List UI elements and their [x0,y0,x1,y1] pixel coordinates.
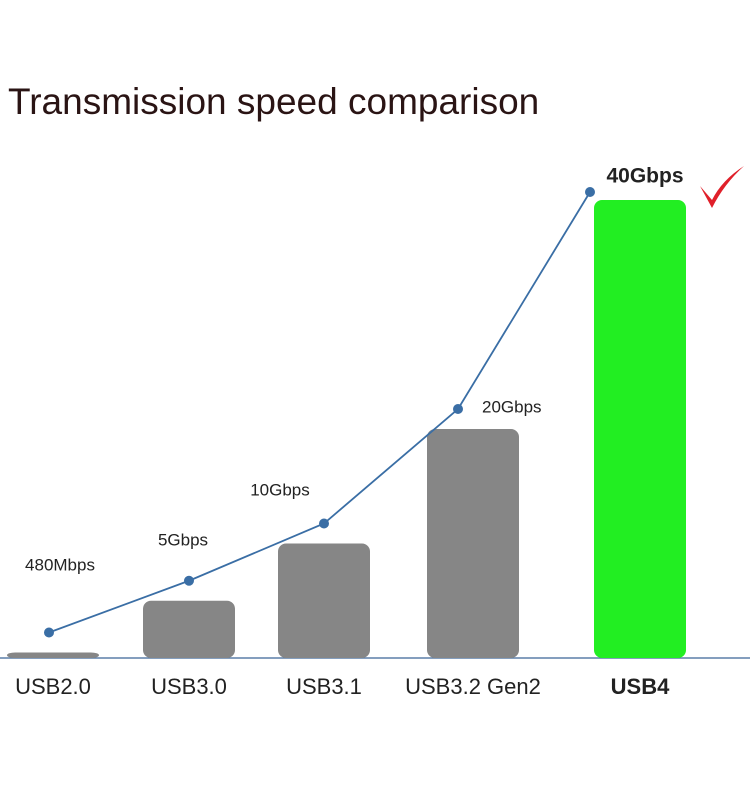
speed-dot [453,404,463,414]
chart-title: Transmission speed comparison [8,81,539,122]
speed-dot [44,627,54,638]
x-tick-label: USB3.0 [151,674,227,699]
bar [143,600,235,658]
bar [594,200,686,658]
value-label: 480Mbps [25,555,95,574]
x-tick-label: USB4 [611,674,670,699]
speed-dot [184,575,194,586]
value-label: 10Gbps [250,480,310,499]
x-tick-label: USB3.1 [286,674,362,699]
value-label: 20Gbps [482,397,542,416]
value-label: 5Gbps [158,530,208,549]
x-tick-label: USB3.2 Gen2 [405,674,541,699]
check-mark [700,166,744,208]
bar [427,429,519,658]
speed-dot [585,187,595,197]
x-tick-label: USB2.0 [15,674,91,699]
bar [278,543,370,658]
bar [7,652,99,658]
value-label: 40Gbps [606,165,683,188]
speed-dot [319,518,329,529]
